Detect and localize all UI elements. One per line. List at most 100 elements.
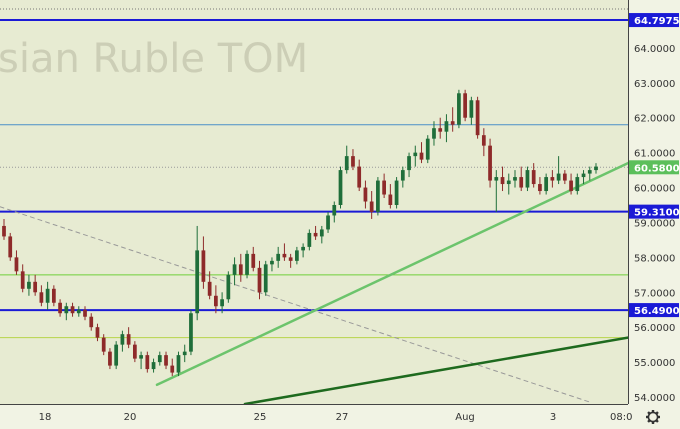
candle[interactable] bbox=[51, 285, 56, 307]
candle[interactable] bbox=[457, 89, 461, 129]
price-label[interactable]: 60.5800 bbox=[629, 160, 680, 175]
candle[interactable] bbox=[189, 309, 193, 356]
candle[interactable] bbox=[301, 243, 305, 258]
candle[interactable] bbox=[369, 191, 374, 219]
candle[interactable] bbox=[382, 173, 386, 199]
candle[interactable] bbox=[126, 327, 131, 349]
candle[interactable] bbox=[20, 264, 25, 293]
candle[interactable] bbox=[276, 246, 281, 268]
candle[interactable] bbox=[376, 177, 380, 216]
candle[interactable] bbox=[182, 344, 187, 363]
candle[interactable] bbox=[500, 166, 505, 192]
candle[interactable] bbox=[288, 253, 293, 268]
candle[interactable] bbox=[220, 292, 224, 314]
candle[interactable] bbox=[594, 163, 598, 174]
candle[interactable] bbox=[70, 302, 75, 317]
candle[interactable] bbox=[89, 313, 94, 331]
candle[interactable] bbox=[232, 257, 237, 286]
candle[interactable] bbox=[108, 348, 112, 370]
candle[interactable] bbox=[469, 96, 474, 125]
candle[interactable] bbox=[45, 281, 50, 310]
candle[interactable] bbox=[76, 306, 81, 317]
candle[interactable] bbox=[95, 323, 100, 342]
candle[interactable] bbox=[151, 358, 156, 373]
candle[interactable] bbox=[407, 152, 411, 178]
candle[interactable] bbox=[338, 166, 343, 209]
trend-line-0[interactable] bbox=[0, 206, 591, 403]
candle[interactable] bbox=[394, 177, 399, 209]
candle[interactable] bbox=[562, 170, 567, 185]
candle[interactable] bbox=[481, 128, 486, 157]
candle[interactable] bbox=[413, 145, 418, 167]
candle[interactable] bbox=[170, 358, 175, 377]
candle[interactable] bbox=[581, 170, 586, 185]
candle[interactable] bbox=[295, 246, 299, 265]
candle[interactable] bbox=[444, 114, 449, 143]
candle[interactable] bbox=[351, 149, 355, 171]
candle[interactable] bbox=[245, 250, 249, 279]
candle[interactable] bbox=[494, 170, 499, 212]
candle[interactable] bbox=[282, 243, 287, 261]
candle[interactable] bbox=[363, 180, 368, 209]
candle[interactable] bbox=[587, 166, 592, 181]
candle[interactable] bbox=[214, 285, 218, 314]
candle[interactable] bbox=[58, 299, 62, 317]
candle[interactable] bbox=[8, 232, 13, 261]
candle[interactable] bbox=[569, 173, 573, 195]
candle[interactable] bbox=[307, 229, 312, 251]
candle[interactable] bbox=[238, 253, 243, 282]
candle[interactable] bbox=[319, 225, 324, 244]
candle[interactable] bbox=[357, 159, 362, 192]
candle[interactable] bbox=[575, 173, 580, 195]
candle[interactable] bbox=[513, 170, 517, 188]
gear-icon[interactable] bbox=[646, 410, 660, 424]
candle[interactable] bbox=[419, 142, 424, 164]
price-label[interactable]: 64.7975 bbox=[629, 13, 680, 28]
candle[interactable] bbox=[550, 170, 555, 188]
candle[interactable] bbox=[344, 145, 349, 174]
candle[interactable] bbox=[488, 138, 492, 188]
candle[interactable] bbox=[207, 271, 212, 300]
time-axis[interactable] bbox=[0, 404, 680, 429]
candle[interactable] bbox=[257, 260, 262, 300]
candle[interactable] bbox=[157, 351, 162, 366]
candle[interactable] bbox=[64, 302, 69, 321]
candle[interactable] bbox=[120, 330, 125, 352]
candle[interactable] bbox=[525, 166, 530, 192]
candle[interactable] bbox=[531, 163, 536, 188]
candle[interactable] bbox=[201, 236, 206, 289]
candle[interactable] bbox=[145, 351, 150, 373]
candle[interactable] bbox=[313, 225, 318, 240]
candle[interactable] bbox=[251, 246, 256, 272]
candle[interactable] bbox=[538, 177, 542, 195]
candle[interactable] bbox=[544, 173, 549, 195]
candle[interactable] bbox=[506, 173, 511, 195]
candle[interactable] bbox=[83, 306, 87, 321]
candle[interactable] bbox=[450, 107, 455, 132]
trend-line-2[interactable] bbox=[243, 336, 628, 404]
candle[interactable] bbox=[400, 166, 405, 188]
candle[interactable] bbox=[176, 351, 181, 377]
candle[interactable] bbox=[463, 89, 468, 122]
candle[interactable] bbox=[425, 135, 430, 164]
candle[interactable] bbox=[39, 285, 44, 307]
candle[interactable] bbox=[226, 271, 231, 303]
candle[interactable] bbox=[2, 218, 6, 240]
candle[interactable] bbox=[139, 351, 143, 370]
candle[interactable] bbox=[519, 166, 524, 192]
candle[interactable] bbox=[388, 184, 393, 209]
candle[interactable] bbox=[332, 201, 337, 223]
candle[interactable] bbox=[114, 341, 119, 370]
candle[interactable] bbox=[164, 351, 168, 370]
candle[interactable] bbox=[33, 274, 38, 296]
candle[interactable] bbox=[475, 96, 480, 139]
price-label[interactable]: 56.4900 bbox=[629, 303, 680, 318]
candle[interactable] bbox=[326, 211, 330, 233]
candle[interactable] bbox=[132, 341, 137, 363]
candle[interactable] bbox=[438, 117, 443, 139]
candle[interactable] bbox=[432, 121, 436, 146]
price-label[interactable]: 59.3100 bbox=[629, 204, 680, 219]
candle[interactable] bbox=[101, 334, 106, 356]
candle[interactable] bbox=[195, 225, 200, 321]
